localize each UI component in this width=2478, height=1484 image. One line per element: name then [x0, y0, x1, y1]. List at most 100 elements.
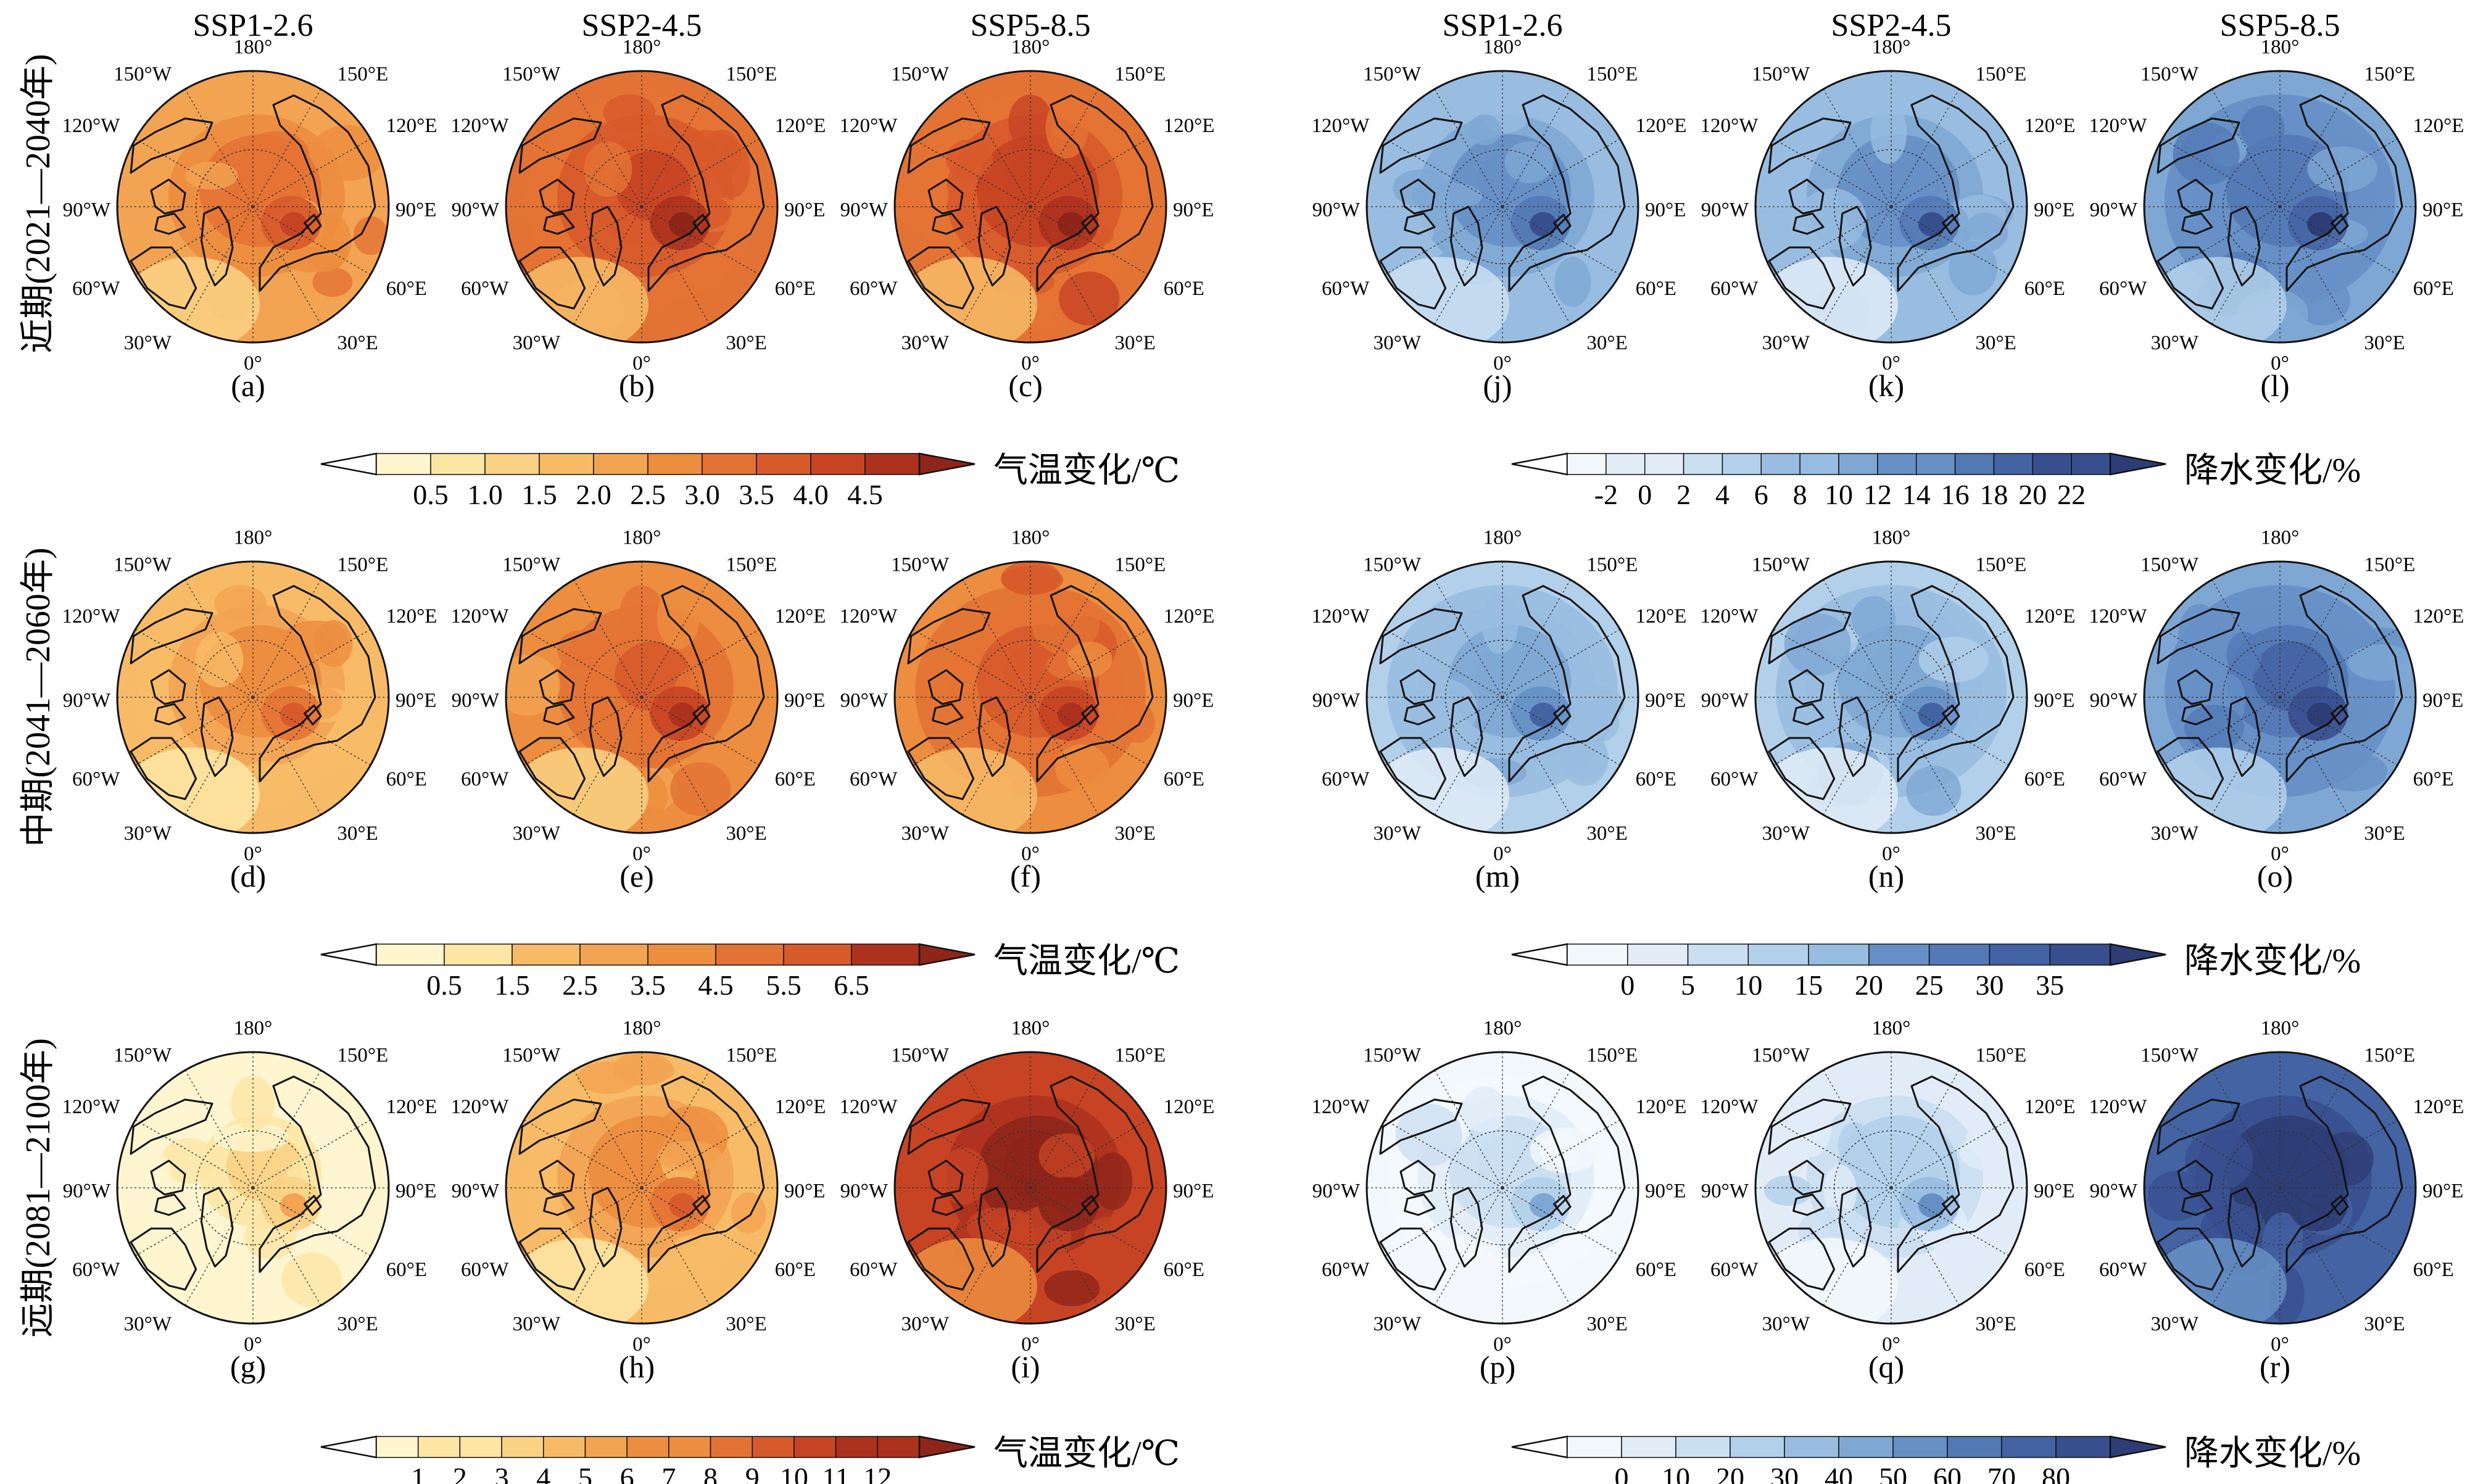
meridian-line	[2162, 697, 2281, 766]
title-precip-ssp585: SSP5-8.5	[2219, 8, 2340, 43]
meridian-line	[962, 89, 1031, 207]
field-hotspot-core	[1918, 1193, 1946, 1218]
coastline	[977, 696, 1011, 777]
field-patch	[1055, 744, 1109, 792]
colorbar-segment	[1838, 1436, 1894, 1458]
lon-label-w120: 120°W	[451, 605, 510, 628]
temperature-colorbar-2: 0.5 1.5 2.5 3.5 4.5 5.5 6.5 气温变化/℃	[320, 942, 1180, 1001]
map-border	[2143, 70, 2417, 344]
meridian-line	[184, 1070, 254, 1188]
field-hotspot-core	[669, 212, 696, 237]
lon-label-e150: 150°E	[1114, 553, 1166, 576]
colorbar-segment	[1675, 1436, 1731, 1458]
colorbar-tick-label: 18	[1979, 479, 2008, 510]
coastline	[539, 669, 575, 705]
meridian-line	[1891, 206, 1960, 325]
lon-label-w60: 60°W	[2099, 768, 2147, 790]
map-precip-n: 180° 0° 150°W 150°E 120°W 120°E 90°W 90°E 60°W 60…	[1701, 526, 2076, 893]
meridian-line	[524, 697, 642, 766]
coastline	[1404, 1193, 1436, 1216]
coastline	[539, 178, 575, 215]
meridian-line	[641, 138, 760, 207]
coastline	[977, 205, 1011, 287]
lon-label-e120: 120°E	[775, 115, 826, 137]
colorbar-segment	[376, 1436, 419, 1458]
meridian-line	[641, 206, 760, 275]
colorbar-segment	[1627, 943, 1689, 966]
map-precip-r: 180° 0° 150°W 150°E 120°W 120°E 90°W 90°E 60°W 60…	[2089, 1017, 2464, 1384]
lon-label-w90: 90°W	[1312, 689, 1361, 711]
colorbar-tick-label: 2	[453, 1462, 467, 1484]
lon-label-e30: 30°E	[337, 823, 378, 845]
map-precip-m: 180° 0° 150°W 150°E 120°W 120°E 90°W 90°E 60°W 60…	[1312, 526, 1687, 893]
colorbar-tick-label: 0.5	[413, 479, 449, 510]
colorbar-segment	[2071, 453, 2111, 475]
coastline	[518, 246, 586, 310]
field-patch	[2173, 122, 2240, 186]
meridian-line	[1823, 89, 1892, 207]
field-patch	[1784, 613, 1851, 676]
field-patch	[1764, 1175, 1812, 1206]
lon-label-bottom: 0°	[1021, 1333, 1040, 1356]
coastline	[154, 212, 186, 235]
lon-label-w120: 120°W	[1701, 1096, 1759, 1118]
colorbar-segment	[584, 1436, 628, 1458]
meridian-line	[1030, 697, 1148, 766]
coastline	[2285, 94, 2403, 292]
coastline	[1449, 696, 1483, 777]
meridian-line	[1823, 579, 1892, 698]
colorbar-tick-label: 14	[1902, 479, 1931, 510]
map-temp-b: 180° 0° 150°W 150°E 120°W 120°E 90°W 90°E 60°W 60…	[451, 36, 826, 403]
coastline	[1449, 1187, 1483, 1268]
coastline	[2157, 737, 2224, 800]
colorbar-tick-label: 20	[1716, 1462, 1744, 1484]
lon-label-w120: 120°W	[2089, 1096, 2148, 1118]
lon-label-w120: 120°W	[451, 115, 510, 137]
meridian-line	[1030, 1119, 1148, 1188]
coastline	[2157, 117, 2240, 174]
field-patch	[584, 141, 632, 197]
field-patch	[312, 267, 353, 297]
map-border	[2143, 560, 2417, 834]
lon-label-e90: 90°E	[2422, 199, 2463, 221]
meridian-line	[641, 579, 710, 698]
colorbar-tick-label: 0.5	[426, 969, 462, 1001]
field-patch	[2294, 275, 2350, 326]
field-patch	[1870, 102, 1907, 164]
colorbar-tick-label: 5	[1681, 969, 1695, 1001]
lon-label-e90: 90°E	[1645, 689, 1686, 711]
meridian-line	[1823, 1070, 1892, 1188]
lon-label-e90: 90°E	[1173, 689, 1214, 711]
lon-label-e90: 90°E	[396, 689, 436, 711]
lon-label-w60: 60°W	[461, 278, 509, 300]
field-patch	[310, 125, 385, 181]
field-hotspot-core	[1918, 702, 1946, 727]
colorbar-tick-label: 20	[1855, 969, 1883, 1001]
coastline	[2227, 205, 2261, 287]
lon-label-bottom: 0°	[1493, 1333, 1512, 1356]
map-temp-f: 180° 0° 150°W 150°E 120°W 120°E 90°W 90°E 60°W 60…	[840, 526, 1215, 893]
lon-label-e30: 30°E	[1586, 1313, 1627, 1335]
coastline	[2285, 585, 2403, 782]
meridian-line	[1030, 89, 1099, 207]
coastline	[907, 1098, 991, 1155]
precipitation-colorbar-3: 0 10 20 30 40 50 60 70 80 降水变化/%	[1511, 1435, 2361, 1484]
coastline	[2181, 212, 2213, 235]
meridian-line	[184, 697, 254, 815]
coastline	[692, 1195, 711, 1216]
meridian-line	[252, 1187, 371, 1256]
colorbar-segment	[668, 1436, 711, 1458]
lon-label-e90: 90°E	[2422, 689, 2463, 711]
field-patch	[184, 162, 238, 190]
colorbar-tick-label: 4.5	[698, 969, 734, 1001]
colorbar-tick-label: 3.5	[630, 969, 666, 1001]
meridian-line	[641, 697, 710, 815]
coastline	[1788, 178, 1825, 215]
lon-label-w90: 90°W	[2090, 199, 2138, 221]
meridian-line	[1891, 697, 2009, 766]
meridian-line	[184, 206, 254, 325]
lon-label-e150: 150°E	[1586, 553, 1638, 576]
lon-label-w120: 120°W	[62, 115, 121, 137]
meridian-line	[573, 89, 642, 207]
field-patch	[666, 1235, 721, 1282]
